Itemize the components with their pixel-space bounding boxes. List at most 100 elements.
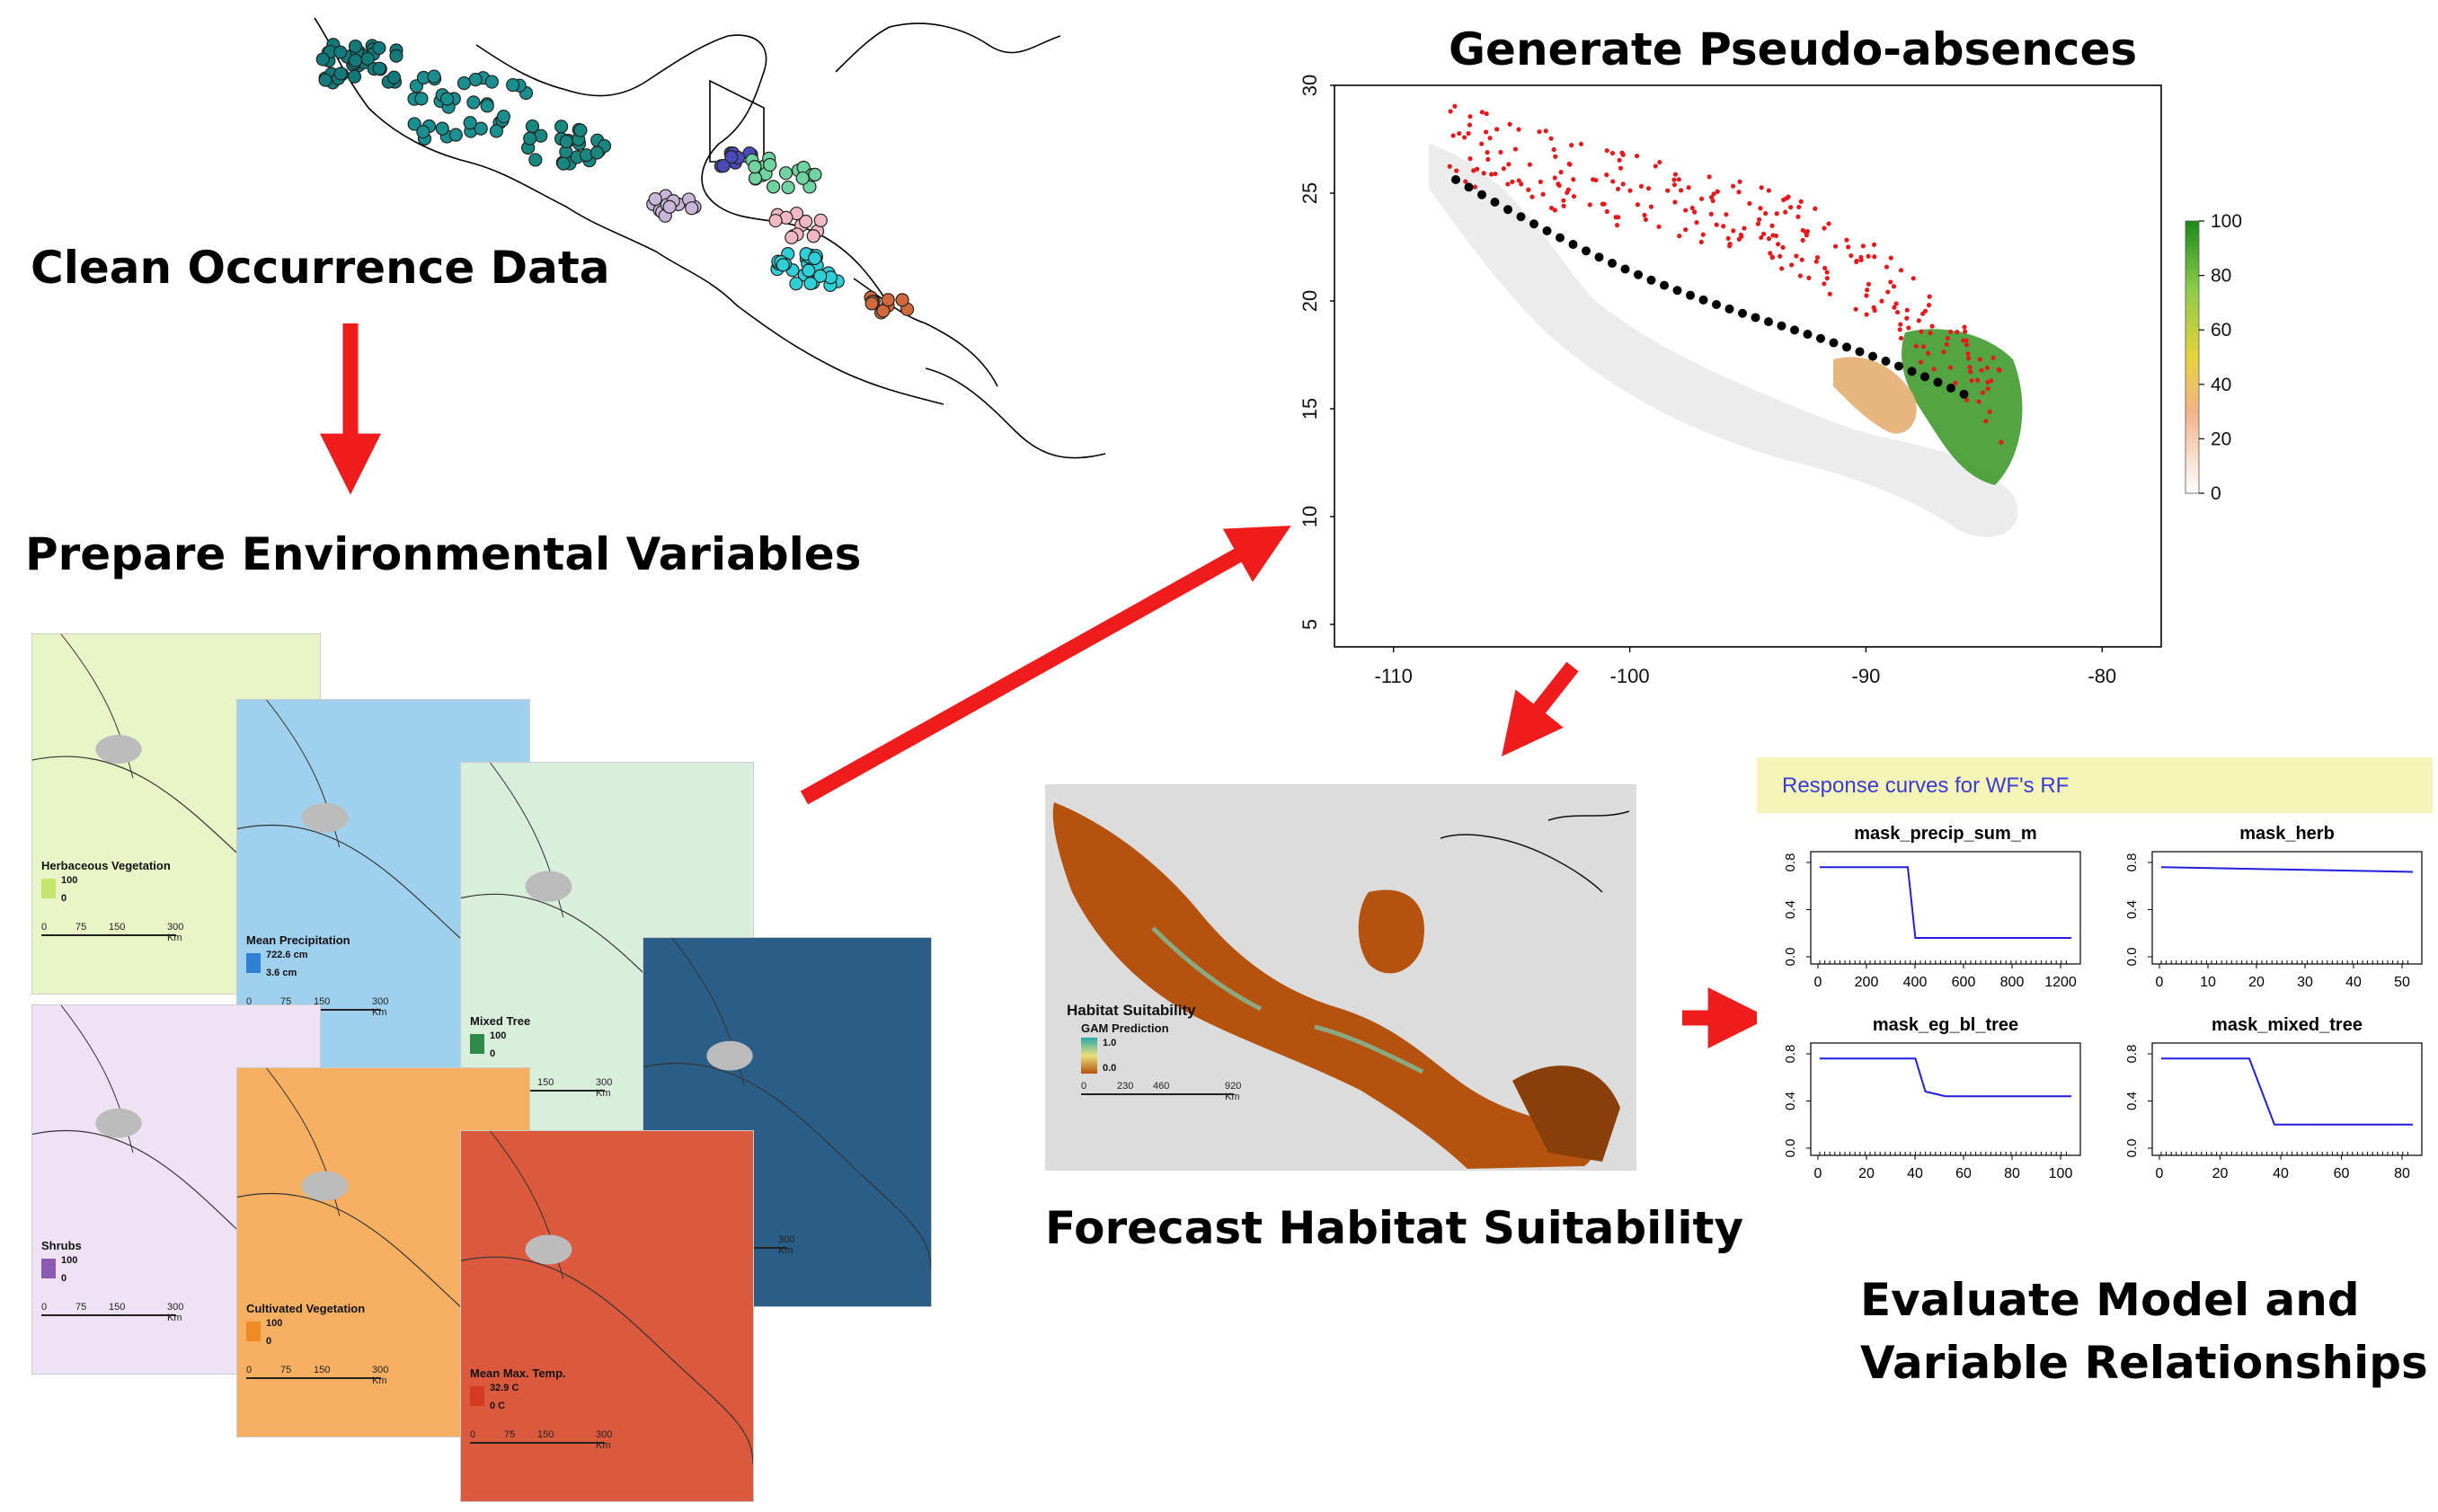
response-x-tick: 20	[2212, 1166, 2229, 1181]
presence-point	[1490, 197, 1500, 207]
presence-point	[1594, 252, 1604, 262]
pseudo-absence-point	[1619, 150, 1625, 155]
response-y-tick: 0.4	[2124, 1092, 2140, 1110]
pseudo-absence-point	[1963, 329, 1968, 334]
pseudo-absence-point	[1708, 211, 1714, 217]
study-extent	[1429, 144, 2018, 537]
pseudo-absence-point	[1519, 181, 1524, 187]
pseudo-absence-point	[1556, 182, 1562, 189]
forecast-legend-subtitle: GAM Prediction	[1081, 1021, 1169, 1035]
pseudo-absence-point	[1759, 234, 1764, 241]
pseudo-absence-point	[1918, 359, 1924, 365]
occurrence-point	[496, 110, 510, 124]
pseudo-absence-point	[1854, 258, 1859, 264]
occurrence-point	[315, 52, 330, 66]
env-map-label: Herbaceous Vegetation	[41, 859, 171, 872]
pseudo-absence-point	[1485, 156, 1491, 162]
occurrence-point	[457, 76, 472, 91]
pseudo-absence-point	[1487, 136, 1493, 141]
occurrence-point	[799, 214, 813, 229]
pseudo-absence-point	[1891, 284, 1897, 289]
presence-point	[1529, 219, 1538, 229]
pseudo-absence-point	[1783, 209, 1788, 215]
occurrence-point	[808, 167, 822, 181]
response-x-tick: 40	[2273, 1166, 2289, 1181]
response-x-tick: 0	[1814, 975, 1822, 990]
presence-point	[1920, 372, 1929, 382]
occurrence-point	[348, 53, 363, 67]
pseudo-absence-point	[1561, 203, 1566, 208]
response-y-tick: 0.4	[1783, 1092, 1798, 1110]
pseudo-absence-point	[1888, 279, 1893, 285]
pseudo-absence-point	[1864, 312, 1869, 317]
response-y-tick: 0.0	[1783, 1139, 1798, 1158]
occurrence-point	[333, 66, 348, 81]
presence-point	[1698, 295, 1708, 305]
pseudo-absence-point	[1961, 338, 1966, 343]
presence-point	[1451, 175, 1460, 184]
env-map-legend-min: 0	[61, 1273, 67, 1284]
env-map-label: Mean Precipitation	[246, 933, 350, 947]
occurrence-point	[372, 40, 386, 56]
env-map-legend-max: 100	[266, 1318, 283, 1329]
pseudo-absence-point	[1551, 146, 1556, 153]
pseudo-absence-point	[1529, 194, 1535, 199]
presence-point	[1620, 264, 1630, 274]
pseudo-absence-point	[1911, 276, 1916, 281]
presence-point	[1790, 325, 1799, 335]
y-tick-label: 30	[1299, 75, 1321, 96]
pseudo-absence-point	[1635, 202, 1641, 208]
pseudo-absence-point	[1616, 215, 1621, 220]
pseudo-absence-point	[1489, 172, 1494, 177]
occurrence-point	[468, 73, 483, 87]
env-map-legend-max: 100	[61, 875, 78, 886]
pseudo-absence-point	[1707, 174, 1712, 180]
pseudo-absence-point	[1642, 212, 1647, 218]
presence-point	[1868, 351, 1877, 361]
presence-point	[1503, 205, 1512, 215]
pseudo-absence-point	[1683, 227, 1689, 233]
pseudo-absence-point	[1927, 294, 1932, 299]
occurrence-point	[559, 134, 573, 149]
occurrence-point	[347, 69, 362, 84]
occurrence-point	[748, 171, 763, 185]
occurrence-point	[416, 125, 430, 139]
pseudo-absence-point	[1822, 225, 1827, 231]
pseudo-absence-point	[1941, 349, 1946, 355]
y-tick-label: 20	[1299, 290, 1321, 312]
arrow-prepare-to-generate	[800, 526, 1291, 805]
pseudo-absence-point	[1984, 365, 1990, 371]
env-map-legend-max: 100	[490, 1030, 507, 1041]
presence-point	[1803, 330, 1813, 340]
pseudo-absence-point	[1466, 130, 1471, 137]
response-plot-title: mask_precip_sum_m	[1854, 824, 2036, 844]
pseudo-absence-point	[1763, 210, 1769, 217]
presence-points	[1451, 175, 1969, 399]
occurrence-point	[489, 124, 504, 138]
occurrence-point	[813, 213, 828, 227]
occurrence-point	[523, 131, 537, 146]
occurrence-point	[386, 70, 402, 84]
response-plot-frame	[1810, 851, 2081, 965]
pseudo-absence-point	[1700, 232, 1706, 237]
pseudo-absence-point	[1885, 289, 1891, 295]
pseudo-absence-point	[1677, 234, 1682, 239]
response-x-tick: 30	[2297, 975, 2313, 990]
env-map-6: Mean Max. Temp. 32.9 C 0 C 0 75 150 300 Km	[460, 1130, 754, 1502]
env-map-legend-swatch	[246, 1322, 261, 1341]
pseudo-absence-point	[1759, 185, 1764, 190]
pseudo-absence-point	[1678, 188, 1684, 193]
pseudo-absence-point	[1543, 128, 1548, 134]
legend-tick-label: 60	[2211, 320, 2231, 340]
presence-point	[1946, 384, 1955, 393]
pseudo-absence-point	[1979, 367, 1984, 373]
response-header	[1757, 757, 2433, 813]
pseudo-absence-point	[1493, 171, 1498, 177]
pseudo-absence-point	[1928, 330, 1933, 336]
occurrence-point	[748, 160, 762, 174]
pseudo-absence-point	[1671, 182, 1677, 188]
pseudo-absence-point	[1645, 186, 1652, 191]
response-plot-2: mask_eg_bl_tree 0.0 0.4 0.8 0 20 40 60 80 100	[1783, 1015, 2081, 1181]
pseudo-absence-point	[1872, 254, 1877, 260]
response-x-tick: 100	[2049, 1166, 2073, 1181]
